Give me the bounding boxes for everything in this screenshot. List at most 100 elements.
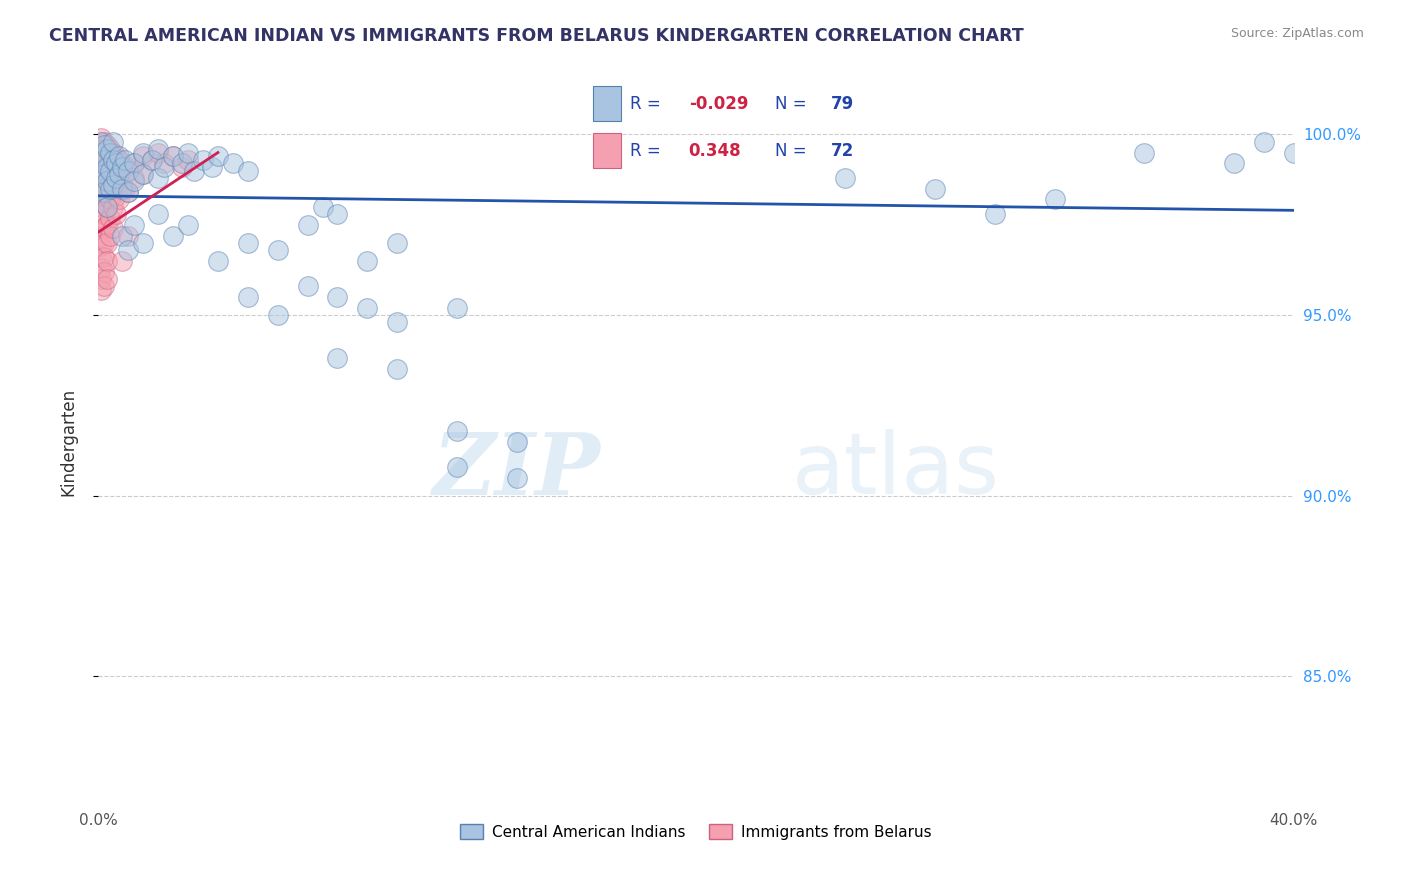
Point	[446, 459, 468, 474]
Point	[93, 250, 115, 264]
Point	[124, 174, 146, 188]
Point	[924, 182, 946, 196]
Point	[96, 142, 118, 156]
Point	[96, 182, 118, 196]
Point	[98, 174, 122, 188]
Point	[506, 471, 529, 485]
Point	[385, 235, 409, 250]
Point	[446, 301, 468, 315]
Text: R =: R =	[630, 95, 661, 112]
Text: 79: 79	[831, 95, 855, 112]
Text: CENTRAL AMERICAN INDIAN VS IMMIGRANTS FROM BELARUS KINDERGARTEN CORRELATION CHAR: CENTRAL AMERICAN INDIAN VS IMMIGRANTS FR…	[49, 27, 1024, 45]
Point	[114, 182, 136, 196]
Point	[148, 170, 170, 185]
Point	[103, 163, 125, 178]
Point	[124, 156, 146, 170]
Point	[267, 308, 290, 322]
Point	[90, 250, 112, 264]
Point	[1223, 156, 1246, 170]
Point	[297, 218, 319, 232]
Point	[183, 163, 205, 178]
Point	[177, 153, 200, 167]
Point	[153, 156, 176, 170]
Point	[90, 174, 112, 188]
Text: N =: N =	[775, 142, 807, 160]
Point	[90, 153, 112, 167]
Point	[162, 149, 184, 163]
Point	[124, 218, 146, 232]
Point	[132, 149, 155, 163]
Point	[93, 182, 115, 196]
Point	[984, 207, 1007, 221]
Point	[96, 254, 118, 268]
Point	[98, 211, 122, 225]
Point	[1043, 193, 1066, 207]
Point	[207, 149, 229, 163]
Text: 72: 72	[831, 142, 855, 160]
Point	[103, 200, 125, 214]
Point	[98, 163, 122, 178]
Point	[311, 200, 333, 214]
Point	[132, 145, 155, 160]
Point	[93, 138, 115, 153]
Point	[96, 235, 118, 250]
Point	[98, 193, 122, 207]
Legend: Central American Indians, Immigrants from Belarus: Central American Indians, Immigrants fro…	[454, 818, 938, 846]
Point	[90, 272, 112, 286]
Point	[162, 228, 184, 243]
Point	[93, 135, 115, 149]
Point	[236, 163, 259, 178]
Point	[506, 434, 529, 449]
Point	[90, 182, 112, 196]
Point	[98, 142, 122, 156]
Point	[103, 182, 125, 196]
Point	[90, 163, 112, 178]
Point	[148, 142, 170, 156]
Point	[105, 170, 128, 185]
Point	[98, 182, 122, 196]
Point	[177, 218, 200, 232]
Y-axis label: Kindergarten: Kindergarten	[59, 387, 77, 496]
Point	[90, 142, 112, 156]
Point	[108, 149, 131, 163]
Point	[98, 156, 122, 170]
Point	[385, 362, 409, 376]
Point	[117, 186, 139, 200]
Point	[1133, 145, 1156, 160]
Point	[132, 235, 155, 250]
Point	[153, 160, 176, 174]
Point	[326, 290, 349, 304]
Point	[105, 207, 128, 221]
Point	[117, 163, 139, 178]
Text: N =: N =	[775, 95, 807, 112]
Point	[93, 196, 115, 211]
Point	[172, 156, 194, 170]
Point	[148, 207, 170, 221]
FancyBboxPatch shape	[593, 87, 620, 121]
Point	[105, 189, 128, 203]
Point	[385, 315, 409, 329]
Text: R =: R =	[630, 142, 661, 160]
Point	[141, 153, 163, 167]
Point	[93, 207, 115, 221]
Point	[446, 424, 468, 438]
Point	[96, 153, 118, 167]
Point	[90, 283, 112, 297]
Point	[93, 153, 115, 167]
Point	[111, 160, 134, 174]
Point	[103, 145, 125, 160]
Point	[93, 221, 115, 235]
Point	[108, 167, 131, 181]
Point	[96, 167, 118, 181]
Point	[96, 174, 118, 188]
Point	[1282, 145, 1305, 160]
Point	[90, 218, 112, 232]
Point	[93, 170, 115, 185]
Point	[117, 243, 139, 257]
Point	[207, 254, 229, 268]
Point	[90, 163, 112, 178]
Point	[111, 182, 134, 196]
Point	[93, 235, 115, 250]
Point	[201, 160, 224, 174]
Point	[162, 149, 184, 163]
